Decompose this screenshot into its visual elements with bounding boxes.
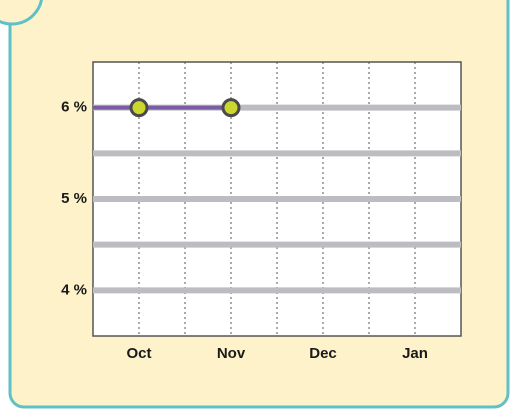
data-point xyxy=(129,98,149,118)
x-tick-label: Jan xyxy=(402,345,428,362)
badge xyxy=(0,0,43,26)
x-tick-label: Oct xyxy=(126,345,151,362)
y-tick-label: 6 % xyxy=(61,99,87,116)
data-point xyxy=(221,98,241,118)
y-tick-label: 5 % xyxy=(61,190,87,207)
marks xyxy=(93,98,241,118)
x-tick-label: Dec xyxy=(309,345,337,362)
x-tick-label: Nov xyxy=(217,345,246,362)
y-tick-label: 4 % xyxy=(61,281,87,298)
